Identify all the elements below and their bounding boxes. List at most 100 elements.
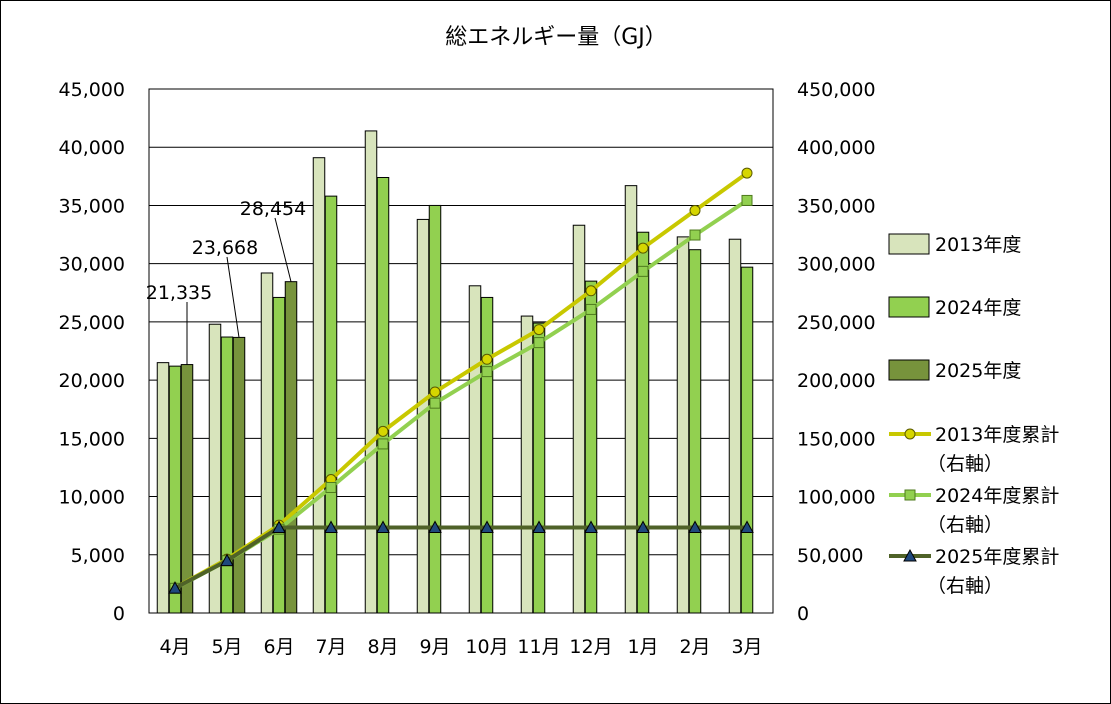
bar-2024年度 [740,266,754,614]
marker-2025年度累計 [220,553,234,567]
marker-2024年度累計 [741,194,753,206]
marker-2024年度累計 [689,229,701,241]
bar-2025年度 [232,336,246,614]
marker-2025年度累計 [740,520,754,533]
x-tick-label: 3月 [731,636,762,658]
bar-2025年度 [180,364,194,614]
y-right-tick-label: 50,000 [797,545,863,567]
y-left-tick-label: 0 [113,603,125,625]
y-left-tick-label: 5,000 [71,545,125,567]
legend-label: 2024年度 [935,297,1021,319]
marker-2025年度累計 [532,520,546,533]
axes-group: 0 5,000 10,000 15,000 20,000 25,000 30,000 35,0… [59,79,876,658]
x-tick-label: 11月 [517,636,560,658]
y-left-tick-label: 20,000 [59,370,125,392]
marker-2013年度累計 [689,204,701,216]
bar-2024年度 [532,322,546,614]
bar-2024年度 [168,365,182,614]
marker-2025年度累計 [688,520,702,533]
x-tick-label: 6月 [263,636,294,658]
legend-label-suffix: （右軸） [927,575,1003,597]
bar-series-group [156,130,754,614]
data-labels-group: 21,335 23,668 28,454 [146,198,306,365]
y-right-tick-label: 450,000 [797,79,876,101]
x-tick-label: 5月 [211,636,242,658]
y-right-tick-label: 200,000 [797,370,876,392]
bar-2013年度 [624,185,638,614]
y-right-tick-label: 300,000 [797,254,876,276]
x-tick-label: 1月 [627,636,658,658]
bar-2024年度 [584,280,598,614]
y-right-tick-label: 0 [797,603,809,625]
legend-label-suffix: （右軸） [927,453,1003,475]
legend-label-suffix: （右軸） [927,514,1003,536]
y-left-tick-label: 35,000 [59,195,125,217]
bar-2024年度 [636,231,650,614]
bar-2013年度 [572,224,586,614]
chart-title: 総エネルギー量（GJ） [445,25,667,50]
bar-2024年度 [428,204,442,614]
y-left-tick-label: 15,000 [59,428,125,450]
bar-2024年度 [220,336,234,614]
y-right-tick-label: 150,000 [797,428,876,450]
bar-2024年度 [324,195,338,614]
legend-marker [903,548,917,562]
marker-2024年度累計 [585,303,597,315]
legend-swatch [888,233,930,255]
y-right-tick-label: 250,000 [797,312,876,334]
marker-2013年度累計 [585,285,597,297]
marker-2013年度累計 [429,386,441,398]
legend: 2013年度 2024年度 2025年度 2013年度累計 （右軸） 2024年度累計 （右… [888,233,1059,597]
marker-2024年度累計 [325,481,337,493]
legend-marker [904,428,916,440]
legend-swatch [888,359,930,381]
y-left-tick-label: 40,000 [59,137,125,159]
legend-swatch [888,296,930,318]
bar-2013年度 [260,272,274,614]
data-label: 23,668 [192,237,258,259]
legend-marker [904,489,916,501]
marker-2013年度累計 [533,324,545,336]
x-tick-label: 10月 [465,636,508,658]
marker-2024年度累計 [533,337,545,349]
marker-2025年度累計 [480,520,494,533]
marker-2025年度累計 [428,520,442,533]
plot-area-border [148,88,774,614]
bar-2013年度 [364,130,378,614]
x-tick-label: 8月 [367,636,398,658]
bar-2024年度 [376,176,390,614]
y-left-tick-label: 25,000 [59,312,125,334]
marker-2025年度累計 [584,520,598,533]
marker-2025年度累計 [168,581,182,594]
legend-label: 2024年度累計 [935,485,1059,507]
bar-2013年度 [676,236,690,614]
marker-2025年度累計 [636,520,650,533]
x-tick-label: 4月 [159,636,190,658]
y-left-tick-label: 10,000 [59,487,125,509]
legend-label: 2025年度累計 [935,546,1059,568]
gridlines [148,88,774,614]
bar-2024年度 [688,249,702,614]
marker-2024年度累計 [637,265,649,277]
y-right-tick-label: 350,000 [797,195,876,217]
x-tick-label: 9月 [419,636,450,658]
marker-2025年度累計 [272,520,286,533]
data-label: 21,335 [146,282,212,304]
marker-2013年度累計 [377,425,389,437]
bar-2013年度 [468,285,482,614]
bar-2024年度 [272,296,286,614]
y-right-tick-label: 400,000 [797,137,876,159]
data-label: 28,454 [240,198,306,220]
marker-2024年度累計 [429,397,441,409]
bar-2013年度 [156,362,170,614]
marker-2013年度累計 [481,353,493,365]
marker-2013年度累計 [637,242,649,254]
line-2025年度累計 [174,525,747,590]
bar-2025年度 [284,281,298,614]
x-tick-label: 7月 [315,636,346,658]
bar-2013年度 [728,238,742,614]
marker-2025年度累計 [376,520,390,533]
y-left-tick-label: 30,000 [59,254,125,276]
